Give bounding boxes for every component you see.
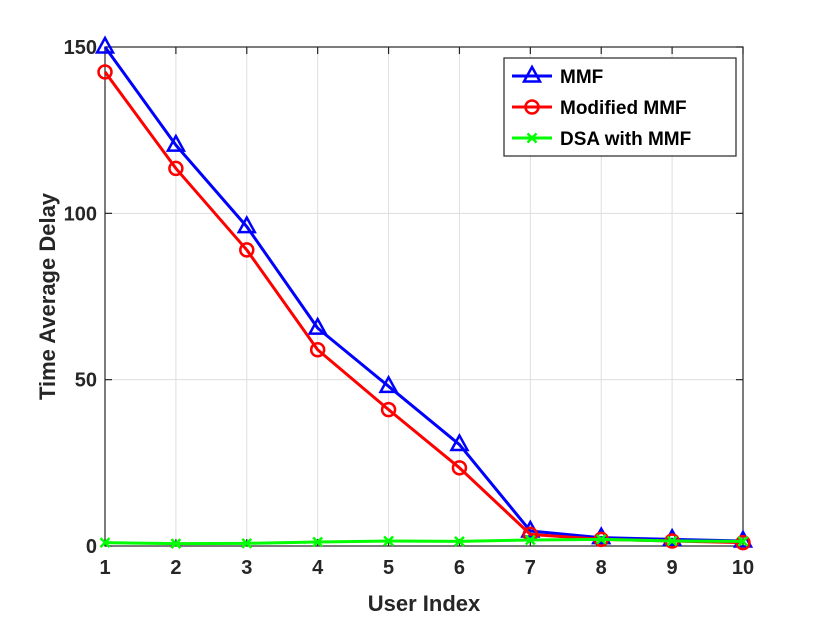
data-point: [380, 401, 397, 418]
series-2: [99, 533, 749, 550]
data-point: [307, 316, 328, 335]
data-point: [241, 537, 253, 549]
data-point: [94, 35, 116, 54]
y-tick-label: 100: [64, 203, 97, 225]
legend-label: MMF: [560, 67, 603, 88]
x-tick-label: 1: [99, 557, 110, 579]
data-point: [168, 160, 184, 177]
legend-marker: [521, 64, 543, 83]
x-tick-label: 3: [241, 557, 252, 579]
data-point: [449, 432, 470, 452]
series-line: [104, 537, 744, 546]
y-tick-label: 150: [64, 37, 97, 59]
x-tick-label: 7: [525, 557, 536, 579]
x-tick-label: 8: [596, 557, 607, 579]
legend-marker: [526, 132, 538, 144]
legend-marker: [524, 99, 540, 115]
plot-area: [104, 46, 744, 547]
legend: MMF Modified MMF DSA with MMF: [503, 57, 737, 157]
y-tick-label: 50: [75, 370, 97, 392]
data-point: [239, 242, 255, 258]
data-point: [524, 534, 536, 546]
data-point: [666, 535, 678, 547]
data-point: [165, 133, 187, 152]
legend-item: MMF: [512, 64, 603, 88]
data-point: [312, 536, 324, 548]
x-tick-label: 6: [454, 557, 465, 579]
data-point: [99, 537, 111, 549]
data-point: [170, 538, 182, 550]
data-point: [595, 533, 607, 545]
data-point: [97, 64, 113, 80]
data-point: [236, 215, 257, 234]
legend-label: DSA with MMF: [560, 129, 691, 150]
legend-item: Modified MMF: [512, 98, 687, 119]
series-layer: [94, 35, 754, 551]
x-axis-label: User Index: [368, 591, 481, 616]
x-tick-label: 2: [170, 557, 181, 579]
data-point: [309, 341, 326, 358]
data-point: [737, 535, 749, 547]
data-point: [378, 374, 399, 394]
legend-item: DSA with MMF: [512, 129, 691, 150]
legend-label: Modified MMF: [560, 98, 687, 119]
x-tick-label: 9: [667, 557, 678, 579]
series-line: [103, 46, 744, 543]
x-tick-label: 10: [732, 557, 754, 579]
data-point: [451, 460, 468, 476]
x-tick-label: 4: [312, 557, 324, 579]
x-tick-label: 5: [383, 557, 394, 579]
y-tick-label: 0: [86, 536, 97, 558]
data-point: [454, 535, 465, 547]
y-axis-label: Time Average Delay: [35, 192, 60, 400]
data-point: [383, 535, 394, 547]
